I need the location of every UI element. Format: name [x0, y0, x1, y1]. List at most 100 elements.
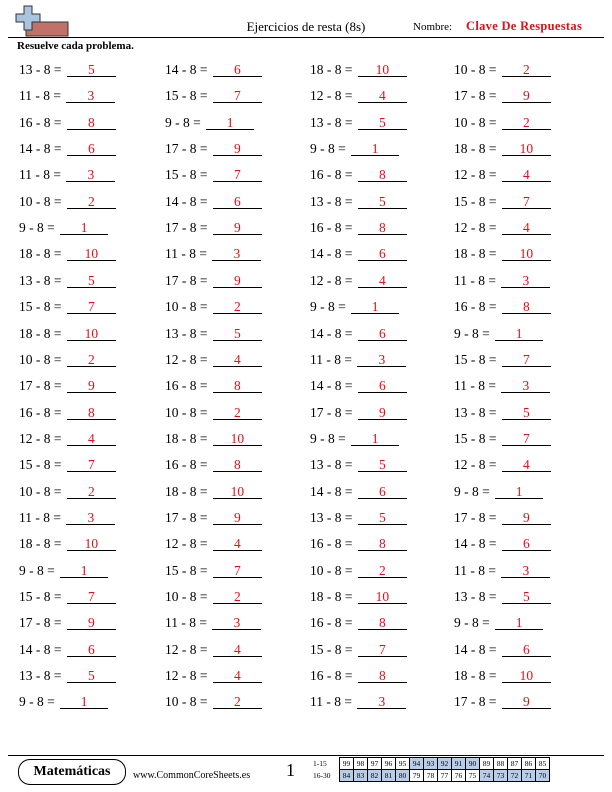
answer-blank[interactable]: 6 [501, 536, 551, 552]
answer-blank[interactable]: 2 [212, 694, 262, 710]
answer-blank[interactable]: 9 [212, 220, 262, 236]
answer-blank[interactable]: 6 [212, 194, 262, 209]
answer-blank[interactable]: 1 [495, 615, 544, 631]
answer-blank[interactable]: 2 [212, 405, 262, 420]
answer-blank[interactable]: 9 [501, 694, 551, 710]
answer-blank[interactable]: 3 [212, 615, 262, 631]
answer-blank[interactable]: 4 [212, 642, 262, 657]
answer-blank[interactable]: 3 [501, 273, 551, 288]
answer-blank[interactable]: 5 [501, 405, 551, 420]
answer-blank[interactable]: 6 [212, 62, 262, 77]
answer-blank[interactable]: 1 [351, 141, 400, 157]
answer-blank[interactable]: 1 [60, 563, 109, 578]
answer-blank[interactable]: 5 [66, 273, 116, 288]
answer-blank[interactable]: 2 [212, 589, 262, 604]
answer-blank[interactable]: 1 [351, 299, 400, 315]
answer-blank[interactable]: 10 [357, 62, 407, 77]
answer-blank[interactable]: 5 [66, 62, 116, 77]
answer-blank[interactable]: 1 [351, 431, 400, 446]
answer-blank[interactable]: 7 [501, 194, 551, 209]
answer-blank[interactable]: 8 [357, 668, 407, 684]
answer-blank[interactable]: 1 [495, 326, 544, 341]
answer-blank[interactable]: 10 [212, 484, 262, 499]
answer-blank[interactable]: 8 [357, 615, 407, 631]
answer-blank[interactable]: 8 [66, 115, 116, 130]
answer-blank[interactable]: 2 [357, 563, 407, 578]
answer-blank[interactable]: 6 [66, 141, 116, 157]
answer-blank[interactable]: 6 [66, 642, 116, 657]
answer-blank[interactable]: 4 [501, 457, 551, 473]
answer-blank[interactable]: 7 [212, 167, 262, 183]
answer-blank[interactable]: 5 [501, 589, 551, 604]
answer-blank[interactable]: 6 [501, 642, 551, 657]
answer-blank[interactable]: 3 [66, 88, 116, 104]
answer-blank[interactable]: 9 [501, 510, 551, 525]
answer-blank[interactable]: 3 [212, 246, 262, 262]
answer-blank[interactable]: 9 [66, 615, 116, 631]
answer-blank[interactable]: 1 [206, 115, 255, 130]
answer-blank[interactable]: 9 [212, 510, 262, 525]
answer-blank[interactable]: 10 [212, 431, 262, 446]
answer-blank[interactable]: 7 [66, 457, 116, 473]
answer-blank[interactable]: 2 [66, 194, 116, 209]
answer-blank[interactable]: 6 [357, 378, 407, 394]
answer-blank[interactable]: 9 [66, 378, 116, 394]
answer-blank[interactable]: 3 [501, 563, 551, 578]
answer-blank[interactable]: 5 [357, 510, 407, 525]
answer-blank[interactable]: 1 [60, 220, 109, 236]
answer-blank[interactable]: 2 [212, 299, 262, 315]
answer-blank[interactable]: 8 [357, 536, 407, 552]
answer-blank[interactable]: 10 [501, 246, 551, 262]
answer-blank[interactable]: 4 [357, 88, 407, 104]
answer-blank[interactable]: 10 [501, 668, 551, 684]
answer-blank[interactable]: 7 [357, 642, 407, 657]
answer-blank[interactable]: 3 [501, 378, 551, 394]
answer-blank[interactable]: 5 [357, 457, 407, 473]
answer-blank[interactable]: 10 [357, 589, 407, 604]
answer-blank[interactable]: 6 [357, 326, 407, 341]
answer-blank[interactable]: 4 [501, 167, 551, 183]
answer-blank[interactable]: 5 [357, 115, 407, 130]
answer-blank[interactable]: 9 [501, 88, 551, 104]
answer-blank[interactable]: 8 [357, 167, 407, 183]
answer-blank[interactable]: 8 [212, 378, 262, 394]
answer-blank[interactable]: 8 [66, 405, 116, 420]
answer-blank[interactable]: 10 [66, 536, 116, 552]
answer-blank[interactable]: 5 [66, 668, 116, 684]
answer-blank[interactable]: 4 [212, 668, 262, 684]
answer-blank[interactable]: 6 [357, 246, 407, 262]
answer-blank[interactable]: 7 [501, 352, 551, 367]
answer-blank[interactable]: 3 [66, 510, 116, 525]
answer-blank[interactable]: 2 [501, 62, 551, 77]
answer-blank[interactable]: 10 [66, 246, 116, 262]
answer-blank[interactable]: 7 [66, 589, 116, 604]
answer-blank[interactable]: 2 [66, 352, 116, 367]
answer-blank[interactable]: 2 [66, 484, 116, 499]
answer-blank[interactable]: 7 [212, 563, 262, 578]
answer-blank[interactable]: 4 [66, 431, 116, 446]
answer-blank[interactable]: 6 [357, 484, 407, 499]
answer-blank[interactable]: 9 [212, 141, 262, 157]
answer-blank[interactable]: 8 [212, 457, 262, 473]
answer-blank[interactable]: 9 [357, 405, 407, 420]
answer-blank[interactable]: 1 [495, 484, 544, 499]
answer-blank[interactable]: 3 [357, 694, 407, 710]
answer-blank[interactable]: 7 [66, 299, 116, 315]
answer-blank[interactable]: 1 [60, 694, 109, 710]
answer-blank[interactable]: 7 [212, 88, 262, 104]
answer-blank[interactable]: 3 [66, 167, 116, 183]
answer-blank[interactable]: 4 [212, 352, 262, 367]
answer-blank[interactable]: 8 [357, 220, 407, 236]
answer-blank[interactable]: 7 [501, 431, 551, 446]
answer-blank[interactable]: 5 [212, 326, 262, 341]
answer-blank[interactable]: 2 [501, 115, 551, 130]
answer-blank[interactable]: 10 [66, 326, 116, 341]
answer-blank[interactable]: 4 [212, 536, 262, 552]
answer-blank[interactable]: 8 [501, 299, 551, 315]
answer-blank[interactable]: 5 [357, 194, 407, 209]
answer-blank[interactable]: 10 [501, 141, 551, 157]
answer-blank[interactable]: 9 [212, 273, 262, 288]
answer-blank[interactable]: 4 [501, 220, 551, 236]
answer-blank[interactable]: 4 [357, 273, 407, 288]
answer-blank[interactable]: 3 [357, 352, 407, 367]
